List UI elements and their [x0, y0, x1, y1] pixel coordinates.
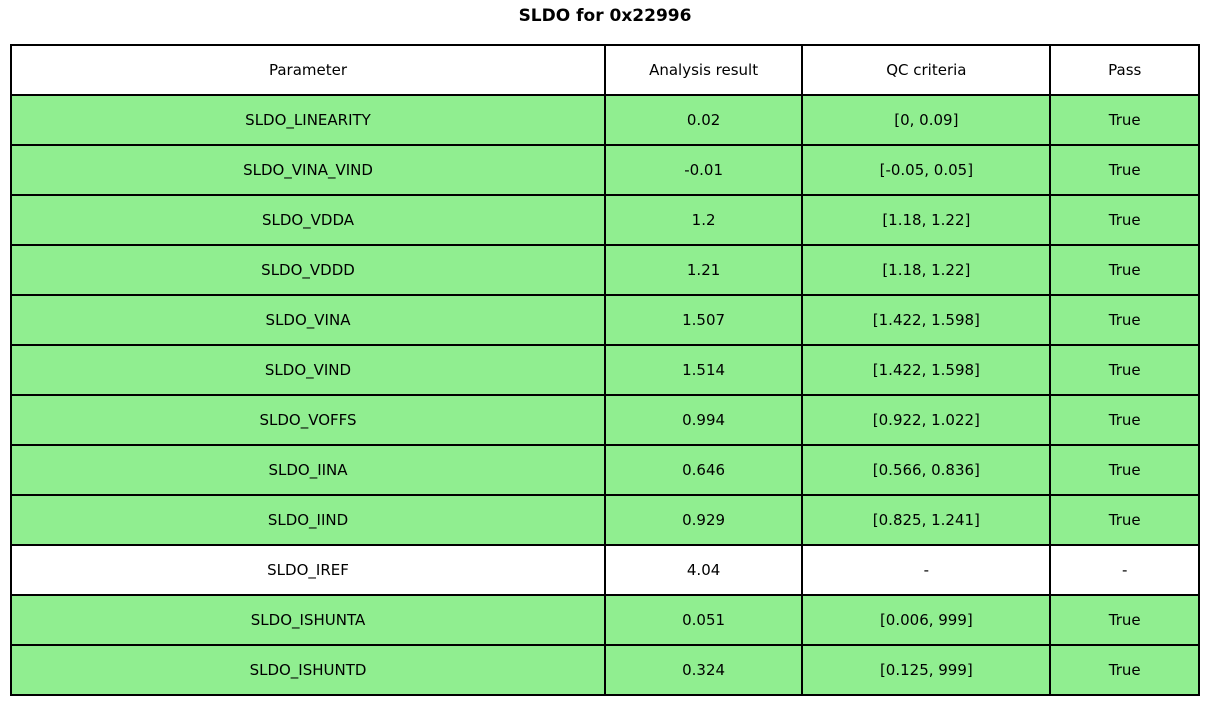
analysis-result-cell: 4.04 — [603, 544, 804, 596]
qc-criteria-cell: [1.18, 1.22] — [801, 194, 1052, 246]
analysis-result-cell: 0.02 — [603, 94, 804, 146]
pass-cell: True — [1049, 594, 1200, 646]
pass-cell: True — [1049, 94, 1200, 146]
pass-cell: True — [1049, 494, 1200, 546]
table-row: SLDO_IINA 0.646 [0.566, 0.836] True — [10, 444, 1200, 496]
analysis-result-cell: 0.646 — [603, 444, 804, 496]
parameter-cell: SLDO_IIND — [10, 494, 606, 546]
table-row: SLDO_ISHUNTD 0.324 [0.125, 999] True — [10, 644, 1200, 696]
parameter-cell: SLDO_VOFFS — [10, 394, 606, 446]
parameter-cell: SLDO_VIND — [10, 344, 606, 396]
qc-criteria-cell: [0, 0.09] — [801, 94, 1052, 146]
table-row: SLDO_VOFFS 0.994 [0.922, 1.022] True — [10, 394, 1200, 446]
qc-criteria-cell: [0.125, 999] — [801, 644, 1052, 696]
qc-criteria-cell: - — [801, 544, 1052, 596]
table-row: SLDO_VDDA 1.2 [1.18, 1.22] True — [10, 194, 1200, 246]
pass-cell: True — [1049, 444, 1200, 496]
table-row: SLDO_VDDD 1.21 [1.18, 1.22] True — [10, 244, 1200, 296]
pass-cell: True — [1049, 294, 1200, 346]
table-row: SLDO_IIND 0.929 [0.825, 1.241] True — [10, 494, 1200, 546]
qc-criteria-cell: [0.566, 0.836] — [801, 444, 1052, 496]
qc-criteria-cell: [-0.05, 0.05] — [801, 144, 1052, 196]
pass-cell: - — [1049, 544, 1200, 596]
analysis-result-cell: 1.514 — [603, 344, 804, 396]
table-row: SLDO_VIND 1.514 [1.422, 1.598] True — [10, 344, 1200, 396]
qc-results-table: Parameter Analysis result QC criteria Pa… — [10, 44, 1200, 696]
parameter-cell: SLDO_ISHUNTA — [10, 594, 606, 646]
analysis-result-cell: -0.01 — [603, 144, 804, 196]
qc-criteria-cell: [1.18, 1.22] — [801, 244, 1052, 296]
table-header-row: Parameter Analysis result QC criteria Pa… — [10, 44, 1200, 96]
analysis-result-cell: 0.051 — [603, 594, 804, 646]
table-row: SLDO_ISHUNTA 0.051 [0.006, 999] True — [10, 594, 1200, 646]
column-header-parameter: Parameter — [10, 44, 606, 96]
column-header-qc-criteria: QC criteria — [801, 44, 1052, 96]
pass-cell: True — [1049, 244, 1200, 296]
parameter-cell: SLDO_IREF — [10, 544, 606, 596]
analysis-result-cell: 0.929 — [603, 494, 804, 546]
parameter-cell: SLDO_VDDD — [10, 244, 606, 296]
qc-criteria-cell: [0.825, 1.241] — [801, 494, 1052, 546]
analysis-result-cell: 1.21 — [603, 244, 804, 296]
qc-criteria-cell: [1.422, 1.598] — [801, 344, 1052, 396]
parameter-cell: SLDO_ISHUNTD — [10, 644, 606, 696]
column-header-pass: Pass — [1049, 44, 1200, 96]
table-body: SLDO_LINEARITY 0.02 [0, 0.09] True SLDO_VINA… — [10, 94, 1200, 696]
column-header-analysis-result: Analysis result — [603, 44, 804, 96]
parameter-cell: SLDO_IINA — [10, 444, 606, 496]
qc-criteria-cell: [1.422, 1.598] — [801, 294, 1052, 346]
pass-cell: True — [1049, 644, 1200, 696]
analysis-result-cell: 0.324 — [603, 644, 804, 696]
parameter-cell: SLDO_VINA — [10, 294, 606, 346]
qc-criteria-cell: [0.006, 999] — [801, 594, 1052, 646]
table-row: SLDO_IREF 4.04- - — [10, 544, 1200, 596]
table-row: SLDO_VINA_VIND -0.01 [-0.05, 0.05] True — [10, 144, 1200, 196]
parameter-cell: SLDO_LINEARITY — [10, 94, 606, 146]
pass-cell: True — [1049, 194, 1200, 246]
qc-criteria-cell: [0.922, 1.022] — [801, 394, 1052, 446]
analysis-result-cell: 1.507 — [603, 294, 804, 346]
pass-cell: True — [1049, 394, 1200, 446]
analysis-result-cell: 1.2 — [603, 194, 804, 246]
table-row: SLDO_VINA 1.507 [1.422, 1.598] True — [10, 294, 1200, 346]
analysis-result-cell: 0.994 — [603, 394, 804, 446]
pass-cell: True — [1049, 144, 1200, 196]
table-row: SLDO_LINEARITY 0.02 [0, 0.09] True — [10, 94, 1200, 146]
page-title: SLDO for 0x22996 — [518, 6, 692, 26]
parameter-cell: SLDO_VINA_VIND — [10, 144, 606, 196]
pass-cell: True — [1049, 344, 1200, 396]
parameter-cell: SLDO_VDDA — [10, 194, 606, 246]
